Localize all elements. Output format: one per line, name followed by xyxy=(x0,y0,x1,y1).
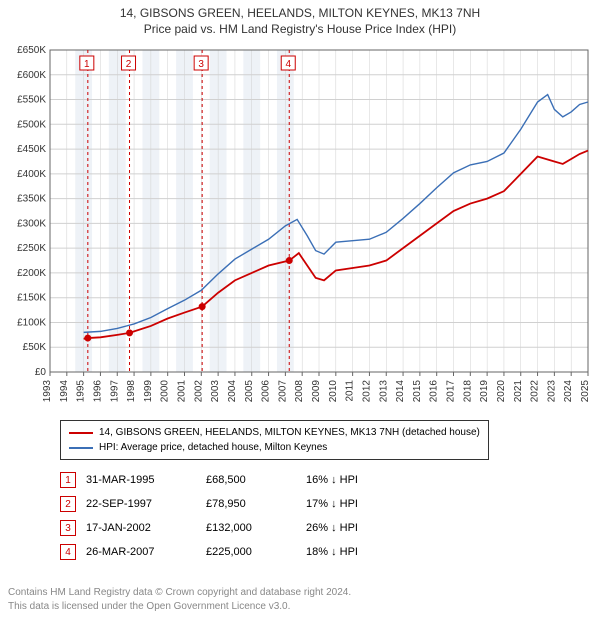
x-tick-label: 2007 xyxy=(277,380,288,403)
y-tick-label: £150K xyxy=(17,293,46,304)
x-tick-label: 2018 xyxy=(462,380,473,403)
x-tick-label: 2005 xyxy=(244,380,255,403)
title-subtitle: Price paid vs. HM Land Registry's House … xyxy=(0,22,600,36)
y-tick-label: £300K xyxy=(17,218,46,229)
y-tick-label: £100K xyxy=(17,317,46,328)
legend-label: HPI: Average price, detached house, Milt… xyxy=(99,440,327,455)
y-tick-label: £0 xyxy=(35,367,47,378)
x-tick-label: 2008 xyxy=(294,380,305,403)
y-tick-label: £50K xyxy=(23,342,47,353)
event-row: 3 17-JAN-2002£132,00026% ↓ HPI xyxy=(60,516,368,540)
footer-line2: This data is licensed under the Open Gov… xyxy=(8,600,351,614)
x-tick-label: 2000 xyxy=(160,380,171,403)
y-tick-label: £200K xyxy=(17,268,46,279)
events-table: 1 31-MAR-1995£68,50016% ↓ HPI 2 22-SEP-1997… xyxy=(60,468,368,564)
x-tick-label: 1998 xyxy=(126,380,137,403)
x-tick-label: 2022 xyxy=(530,380,541,403)
y-tick-label: £650K xyxy=(17,45,46,56)
legend-item-property: 14, GIBSONS GREEN, HEELANDS, MILTON KEYN… xyxy=(69,425,480,440)
marker xyxy=(84,335,91,342)
footer-line1: Contains HM Land Registry data © Crown c… xyxy=(8,586,351,600)
x-tick-label: 2006 xyxy=(261,380,272,403)
y-tick-label: £250K xyxy=(17,243,46,254)
x-tick-label: 1996 xyxy=(92,380,103,403)
marker xyxy=(126,329,133,336)
vline-label: 3 xyxy=(198,59,204,70)
x-tick-label: 2011 xyxy=(345,380,356,402)
x-tick-label: 2021 xyxy=(513,380,524,403)
event-delta: 18% ↓ HPI xyxy=(306,540,368,564)
x-tick-label: 1994 xyxy=(59,380,70,403)
event-row: 1 31-MAR-1995£68,50016% ↓ HPI xyxy=(60,468,368,492)
event-delta: 17% ↓ HPI xyxy=(306,492,368,516)
event-row: 4 26-MAR-2007£225,00018% ↓ HPI xyxy=(60,540,368,564)
vline-label: 4 xyxy=(285,59,291,70)
vline-label: 2 xyxy=(126,59,132,70)
y-tick-label: £400K xyxy=(17,169,46,180)
x-tick-label: 2014 xyxy=(395,380,406,403)
x-tick-label: 2010 xyxy=(328,380,339,403)
chart: £0 £50K £100K £150K £200K £250K £300K £350K £400… xyxy=(0,42,600,412)
event-price: £78,950 xyxy=(206,492,306,516)
x-tick-label: 2002 xyxy=(193,380,204,403)
event-price: £68,500 xyxy=(206,468,306,492)
x-tick-label: 2013 xyxy=(378,380,389,403)
x-tick-label: 2012 xyxy=(361,380,372,403)
event-date: 22-SEP-1997 xyxy=(86,492,206,516)
event-row: 2 22-SEP-1997£78,95017% ↓ HPI xyxy=(60,492,368,516)
footer: Contains HM Land Registry data © Crown c… xyxy=(8,586,351,614)
event-price: £132,000 xyxy=(206,516,306,540)
y-tick-label: £500K xyxy=(17,119,46,130)
title-address: 14, GIBSONS GREEN, HEELANDS, MILTON KEYN… xyxy=(0,6,600,20)
y-tick-label: £450K xyxy=(17,144,46,155)
y-tick-label: £350K xyxy=(17,194,46,205)
x-tick-label: 2017 xyxy=(446,380,457,403)
x-tick-label: 2020 xyxy=(496,380,507,403)
x-tick-label: 2025 xyxy=(580,380,591,403)
legend-item-hpi: HPI: Average price, detached house, Milt… xyxy=(69,440,480,455)
x-tick-label: 1995 xyxy=(76,380,87,403)
x-tick-label: 2019 xyxy=(479,380,490,403)
legend-swatch xyxy=(69,432,93,434)
legend-swatch xyxy=(69,447,93,449)
event-date: 17-JAN-2002 xyxy=(86,516,206,540)
chart-svg: £0 £50K £100K £150K £200K £250K £300K £350K £400… xyxy=(0,42,600,412)
event-marker: 4 xyxy=(60,544,76,560)
x-tick-label: 2023 xyxy=(546,380,557,403)
event-marker: 3 xyxy=(60,520,76,536)
event-marker: 1 xyxy=(60,472,76,488)
vline-label: 1 xyxy=(84,59,90,70)
x-tick-label: 2015 xyxy=(412,380,423,403)
marker xyxy=(199,303,206,310)
x-tick-label: 2001 xyxy=(177,380,188,403)
legend-label: 14, GIBSONS GREEN, HEELANDS, MILTON KEYN… xyxy=(99,425,480,440)
y-tick-label: £550K xyxy=(17,95,46,106)
x-tick-label: 2016 xyxy=(429,380,440,403)
x-tick-label: 2024 xyxy=(563,380,574,403)
event-delta: 16% ↓ HPI xyxy=(306,468,368,492)
event-date: 31-MAR-1995 xyxy=(86,468,206,492)
x-tick-label: 1993 xyxy=(42,380,53,403)
event-delta: 26% ↓ HPI xyxy=(306,516,368,540)
x-tick-label: 2003 xyxy=(210,380,221,403)
x-tick-label: 2009 xyxy=(311,380,322,403)
event-date: 26-MAR-2007 xyxy=(86,540,206,564)
chart-titles: 14, GIBSONS GREEN, HEELANDS, MILTON KEYN… xyxy=(0,0,600,36)
x-tick-label: 2004 xyxy=(227,380,238,403)
x-tick-label: 1997 xyxy=(109,380,120,403)
event-price: £225,000 xyxy=(206,540,306,564)
y-tick-label: £600K xyxy=(17,70,46,81)
marker xyxy=(286,257,293,264)
page: 14, GIBSONS GREEN, HEELANDS, MILTON KEYN… xyxy=(0,0,600,620)
legend: 14, GIBSONS GREEN, HEELANDS, MILTON KEYN… xyxy=(60,420,489,460)
event-marker: 2 xyxy=(60,496,76,512)
x-tick-label: 1999 xyxy=(143,380,154,403)
